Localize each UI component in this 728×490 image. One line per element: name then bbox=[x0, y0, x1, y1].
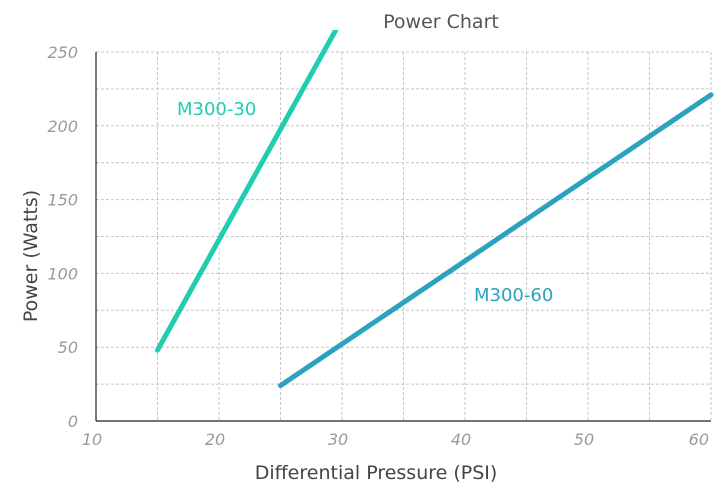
series-line-m300-60 bbox=[278, 92, 714, 389]
tick-labels: 10 20 30 40 50 60 0 50 100 150 200 250 bbox=[47, 43, 709, 449]
x-tick-label: 30 bbox=[328, 430, 348, 449]
x-tick-label: 50 bbox=[574, 430, 594, 449]
axes bbox=[95, 52, 711, 422]
series-line-m300-30 bbox=[155, 30, 339, 353]
y-tick-label: 100 bbox=[47, 264, 78, 283]
x-tick-label: 20 bbox=[205, 430, 225, 449]
x-tick-label: 10 bbox=[82, 430, 102, 449]
x-tick-label: 60 bbox=[689, 430, 709, 449]
series-labels: M300-30 M300-60 bbox=[177, 99, 553, 306]
chart-title: Power Chart bbox=[383, 11, 499, 33]
y-tick-label: 200 bbox=[47, 117, 78, 136]
y-tick-label: 50 bbox=[58, 338, 78, 357]
series-layer bbox=[155, 30, 714, 389]
series-label-m300-60: M300-60 bbox=[474, 285, 553, 306]
series-label-m300-30: M300-30 bbox=[177, 99, 256, 120]
y-tick-label: 150 bbox=[47, 191, 78, 210]
x-tick-label: 40 bbox=[451, 430, 471, 449]
y-axis-title: Power (Watts) bbox=[20, 190, 42, 322]
y-tick-label: 0 bbox=[68, 412, 78, 431]
y-tick-label: 250 bbox=[47, 43, 78, 62]
x-axis-title: Differential Pressure (PSI) bbox=[255, 462, 498, 484]
